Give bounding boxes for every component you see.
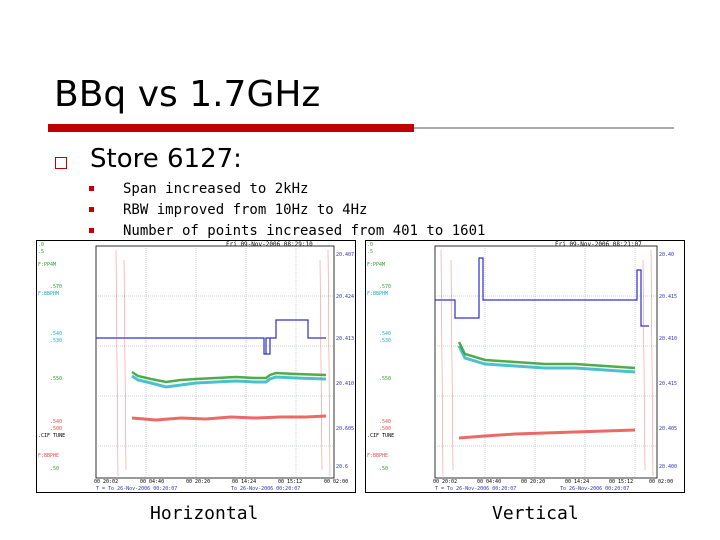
plot-footer-right: To 26-Nov-2006 00:20:07: [231, 486, 300, 492]
axis-label: .CIF TUNE: [367, 433, 394, 439]
axis-label: .50: [50, 466, 59, 472]
axis-label: 20.6: [336, 464, 348, 470]
vertical-plot: Fri 09-Nov-2006 08:21:07 .0 .5 F:PP4M .5…: [365, 240, 685, 493]
sub-bullet-3: Number of points increased from 401 to 1…: [123, 223, 486, 239]
x-tick-labels: 00 20:02 00 04:40 00 20:20 00 14:24 00 1…: [94, 479, 348, 485]
axis-label: 20.415: [659, 294, 677, 300]
axis-label: .530: [50, 338, 62, 344]
axis-label: .540: [50, 419, 62, 425]
caption-vertical: Vertical: [492, 503, 579, 524]
green-trace: [131, 370, 327, 384]
axis-label: 20.407: [336, 252, 354, 258]
x-tick-labels: 00 20:02 00 04:40 00 20:20 00 14:24 00 1…: [433, 479, 673, 485]
axis-label: 20.410: [659, 336, 677, 342]
tune-step-trace: [96, 319, 326, 355]
x-tick: 00 15:12: [609, 479, 633, 485]
tune-step-trace: [435, 257, 649, 327]
axis-label: .CIF TUNE: [38, 433, 65, 439]
grid: [435, 246, 657, 478]
axis-label: 20.410: [336, 381, 354, 387]
axis-label: 20.415: [659, 381, 677, 387]
x-tick: 00 02:00: [649, 479, 673, 485]
x-tick: 00 04:40: [477, 479, 501, 485]
axis-label: .540: [379, 419, 391, 425]
axis-label: 20.605: [336, 426, 354, 432]
right-axis-labels: 20.40 20.415 20.410 20.415 20.405 20.400: [659, 252, 677, 470]
axis-label: 20.400: [659, 464, 677, 470]
cyan-trace: [131, 374, 327, 389]
x-tick: 00 14:24: [232, 479, 256, 485]
axis-label: .0: [38, 242, 44, 248]
axis-label: .540: [50, 331, 62, 337]
axis-label: .500: [379, 426, 391, 432]
axis-label: .530: [379, 338, 391, 344]
axis-label: .570: [379, 284, 391, 290]
sub-bullet-1: Span increased to 2kHz: [123, 181, 309, 197]
red-trace: [458, 428, 636, 440]
axis-label: .0: [367, 242, 373, 248]
noise-edges: [440, 249, 654, 477]
x-tick: 00 15:12: [278, 479, 302, 485]
x-tick: 00 20:20: [521, 479, 545, 485]
main-bullet-text: Store 6127:: [90, 144, 242, 174]
axis-label: .5: [367, 249, 373, 255]
axis-label: F:PP4M: [38, 262, 56, 268]
right-axis-labels: 20.407 20.424 20.413 20.410 20.605 20.6: [336, 252, 354, 470]
axis-label: .540: [379, 331, 391, 337]
plot-header: Fri 09-Nov-2006 08:29:10: [226, 241, 313, 248]
axis-label: .500: [50, 426, 62, 432]
square-bullet-icon: [89, 228, 94, 233]
axis-label: F:BBPHE: [367, 453, 388, 459]
plot-footer-left: T = To 26-Nov-2006 00:20:07: [96, 486, 177, 492]
x-tick: 00 20:02: [433, 479, 457, 485]
axis-label: .50: [379, 466, 388, 472]
left-axis-labels: .0 .5 F:PP4M .570 F:BBPHM .540 .530 .550…: [367, 242, 394, 472]
cyan-trace: [457, 345, 636, 374]
axis-label: 20.424: [336, 294, 354, 300]
hollow-square-bullet-icon: [55, 157, 67, 169]
axis-label: 20.405: [659, 426, 677, 432]
axis-label: .570: [50, 284, 62, 290]
x-tick: 00 02:00: [324, 479, 348, 485]
red-trace: [131, 414, 327, 422]
plot-header: Fri 09-Nov-2006 08:21:07: [555, 241, 642, 248]
grid: [96, 246, 334, 478]
plot-footer-right: To 26-Nov-2006 00:20:07: [560, 486, 629, 492]
slide-title: BBq vs 1.7GHz: [54, 74, 321, 115]
caption-horizontal: Horizontal: [150, 503, 259, 524]
axis-label: F:BBPHM: [367, 291, 388, 297]
x-tick: 00 20:02: [94, 479, 118, 485]
x-tick: 00 04:40: [140, 479, 164, 485]
title-underline-accent: [48, 124, 414, 132]
axis-label: 20.40: [659, 252, 674, 258]
left-axis-labels: .0 .5 F:PP4M .570 F:BBPHM .540 .530 .550…: [38, 242, 65, 472]
x-tick: 00 14:24: [565, 479, 589, 485]
axis-label: .5: [38, 249, 44, 255]
axis-label: .550: [379, 376, 391, 382]
axis-label: .550: [50, 376, 62, 382]
sub-bullet-2: RBW improved from 10Hz to 4Hz: [123, 202, 368, 218]
axis-label: F:BBPHE: [38, 453, 59, 459]
axis-label: F:PP4M: [367, 262, 385, 268]
noise-edges: [115, 249, 331, 477]
title-underline-rule: [414, 127, 674, 129]
plot-footer-left: T = To 26-Nov-2006 00:20:07: [435, 486, 516, 492]
x-tick: 00 20:20: [186, 479, 210, 485]
square-bullet-icon: [89, 207, 94, 212]
axis-label: 20.413: [336, 336, 354, 342]
axis-label: F:BBPHM: [38, 291, 59, 297]
green-trace: [457, 341, 636, 370]
square-bullet-icon: [89, 186, 94, 191]
horizontal-plot: Fri 09-Nov-2006 08:29:10 .0 .5 F:PP4M .5…: [36, 240, 356, 493]
